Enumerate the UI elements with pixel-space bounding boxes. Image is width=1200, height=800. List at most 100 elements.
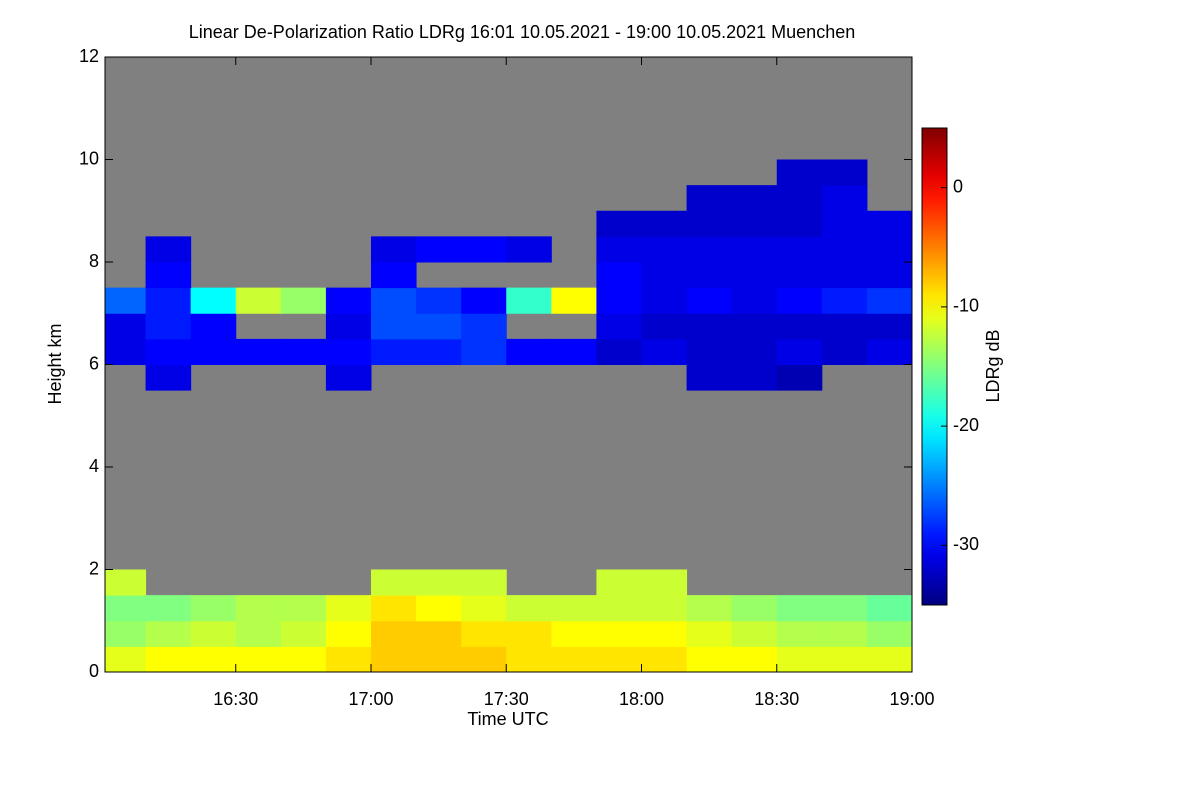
heatmap-cell [731, 338, 778, 365]
x-axis-label: Time UTC [467, 709, 548, 729]
chart-title: Linear De-Polarization Ratio LDRg 16:01 … [189, 22, 855, 42]
heatmap-cell [731, 620, 778, 647]
heatmap-cell [325, 364, 372, 391]
heatmap-cell [686, 595, 733, 622]
heatmap-cell [686, 313, 733, 340]
heatmap-cell [731, 287, 778, 314]
heatmap-cell [190, 646, 237, 672]
heatmap-cell [416, 313, 462, 340]
heatmap-cell [370, 646, 417, 672]
heatmap-cell [370, 313, 417, 340]
heatmap-cell [641, 569, 688, 596]
heatmap-cell [461, 287, 507, 314]
heatmap-cell [776, 338, 823, 365]
heatmap-cell [776, 595, 823, 622]
heatmap-cell [551, 595, 597, 622]
heatmap-cell [776, 620, 823, 647]
heatmap-cell [551, 620, 597, 647]
heatmap-cell [190, 620, 237, 647]
colorbar-tick-label: -20 [953, 415, 979, 435]
heatmap-cell [461, 569, 507, 596]
heatmap-cell [461, 338, 507, 365]
heatmap-cell [461, 620, 507, 647]
heatmap-cell [731, 595, 778, 622]
heatmap-cell [145, 595, 192, 622]
heatmap-cell [416, 646, 462, 672]
heatmap-cell [596, 236, 642, 263]
heatmap-cell [641, 236, 688, 263]
x-tick-label: 17:30 [484, 689, 529, 709]
heatmap-cell [416, 620, 462, 647]
heatmap-cell [325, 313, 372, 340]
heatmap-cell [641, 313, 688, 340]
heatmap-cell [325, 595, 372, 622]
heatmap-cell [145, 287, 192, 314]
heatmap-cell [325, 338, 372, 365]
heatmap-cell [596, 210, 642, 237]
heatmap-cell [416, 338, 462, 365]
heatmap-cell [821, 338, 868, 365]
heatmap-cell [866, 236, 912, 263]
heatmap-cell [596, 620, 642, 647]
heatmap-cell [821, 236, 868, 263]
heatmap-cell [370, 569, 417, 596]
heatmap-cell [105, 569, 147, 596]
heatmap-cell [190, 338, 237, 365]
heatmap-cell [370, 287, 417, 314]
heatmap-cell [416, 236, 462, 263]
heatmap-cell [686, 287, 733, 314]
heatmap-cell [461, 236, 507, 263]
y-tick-label: 12 [79, 46, 99, 66]
heatmap-cell [370, 262, 417, 289]
y-tick-label: 8 [89, 251, 99, 271]
heatmap-cell [145, 646, 192, 672]
colorbar-tick-label: -30 [953, 534, 979, 554]
heatmap-cell [370, 595, 417, 622]
heatmap-cell [731, 364, 778, 391]
y-tick-label: 4 [89, 456, 99, 476]
heatmap-cell [821, 210, 868, 237]
heatmap-cell [370, 338, 417, 365]
heatmap-cell [596, 569, 642, 596]
heatmap-cell [641, 262, 688, 289]
heatmap-cell [506, 338, 552, 365]
heatmap-cell [776, 313, 823, 340]
heatmap-cell [776, 159, 823, 186]
heatmap-cell [866, 210, 912, 237]
heatmap-cell [235, 287, 282, 314]
heatmap-cell [105, 338, 147, 365]
heatmap-cell [686, 210, 733, 237]
heatmap-cell [145, 262, 192, 289]
heatmap-cell [190, 313, 237, 340]
heatmap-cell [235, 338, 282, 365]
heatmap-cell [776, 210, 823, 237]
heatmap-cell [596, 287, 642, 314]
heatmap-cell [641, 338, 688, 365]
heatmap-cell [731, 210, 778, 237]
heatmap-cell [190, 595, 237, 622]
heatmap-cell [686, 646, 733, 672]
heatmap-cell [506, 236, 552, 263]
heatmap-cell [325, 620, 372, 647]
heatmap-cell [641, 620, 688, 647]
heatmap-cell [641, 595, 688, 622]
heatmap-cell [235, 646, 282, 672]
heatmap-cell [776, 364, 823, 391]
heatmap-cell [821, 646, 868, 672]
heatmap-cell [416, 569, 462, 596]
y-tick-label: 10 [79, 148, 99, 168]
heatmap-cell [866, 595, 912, 622]
heatmap-cell [416, 595, 462, 622]
heatmap-cell [416, 287, 462, 314]
heatmap-cell [506, 646, 552, 672]
heatmap-cell [821, 287, 868, 314]
heatmap-cell [235, 620, 282, 647]
colorbar-label: LDRg dB [983, 329, 1003, 402]
heatmap-cell [235, 595, 282, 622]
heatmap-cell [145, 313, 192, 340]
heatmap-cell [280, 338, 327, 365]
heatmap-cell [866, 262, 912, 289]
x-tick-label: 17:00 [348, 689, 393, 709]
heatmap-cell [461, 313, 507, 340]
